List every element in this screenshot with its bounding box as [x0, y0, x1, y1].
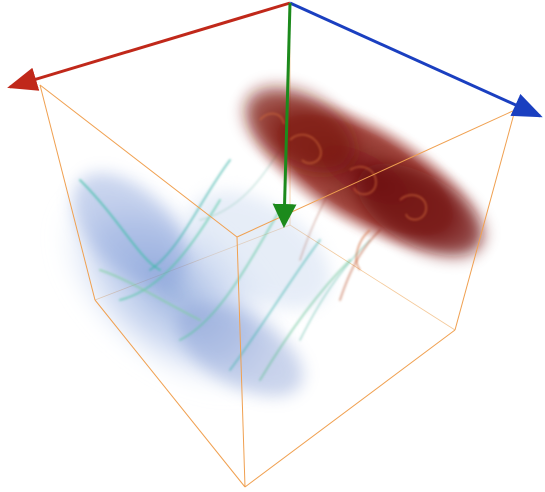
y-axis [290, 3, 540, 116]
x-axis [10, 3, 290, 87]
page [0, 0, 545, 492]
volume-render [0, 0, 545, 492]
